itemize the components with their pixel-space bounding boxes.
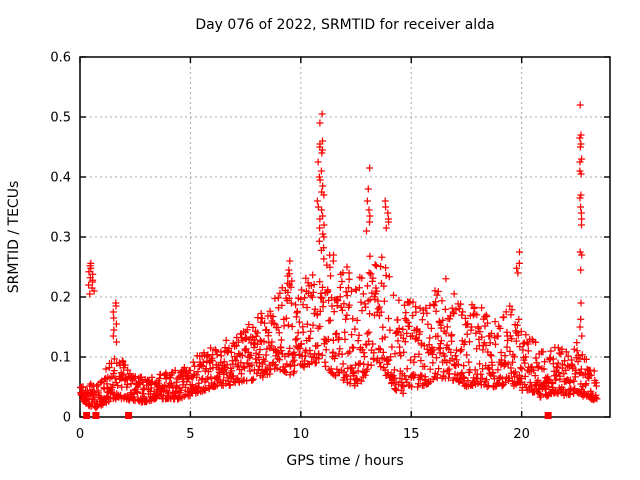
grid-lines: [80, 57, 610, 417]
y-tick-label: 0.1: [50, 351, 71, 366]
x-axis-label: GPS time / hours: [286, 453, 403, 469]
y-tick-label: 0: [63, 411, 71, 426]
x-tick-label: 10: [293, 427, 310, 442]
y-axis-label: SRMTID / TECUs: [6, 181, 22, 294]
x-tick-label: 0: [76, 427, 84, 442]
zero-value-markers: [83, 412, 552, 419]
tick-labels: 0 5 10 15 20 0 0.1 0.2 0.3 0.4 0.5 0.6: [50, 51, 530, 443]
y-tick-label: 0.4: [50, 171, 71, 186]
plot-border: [79, 56, 611, 418]
scatter-points: [76, 101, 601, 412]
x-tick-label: 5: [186, 427, 194, 442]
chart-title: Day 076 of 2022, SRMTID for receiver ald…: [195, 17, 494, 33]
y-tick-label: 0.3: [50, 231, 71, 246]
x-tick-label: 20: [513, 427, 530, 442]
y-tick-label: 0.2: [50, 291, 71, 306]
y-tick-label: 0.5: [50, 111, 71, 126]
x-tick-label: 15: [403, 427, 420, 442]
y-tick-label: 0.6: [50, 51, 71, 66]
